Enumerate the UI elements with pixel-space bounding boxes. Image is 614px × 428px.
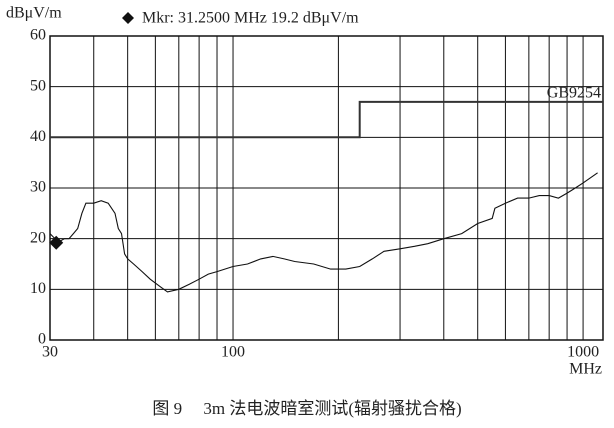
y-tick-label: 60 (30, 27, 46, 44)
marker-legend-icon (122, 12, 134, 24)
limit-label: GB9254 (547, 85, 601, 102)
marker-point (49, 235, 64, 250)
marker-readout: Mkr: 31.2500 MHz 19.2 dBμV/m (142, 10, 359, 27)
limit-line (50, 100, 603, 139)
y-tick-label: 40 (30, 128, 46, 145)
plot-frame (49, 35, 604, 341)
y-tick-label: 50 (30, 77, 46, 94)
trace-line (49, 172, 598, 293)
y-tick-label: 30 (30, 179, 46, 196)
x-tick-label: 100 (221, 344, 245, 361)
y-tick-label: 10 (30, 280, 46, 297)
y-tick-label: 20 (30, 229, 46, 246)
caption: 图 9 3m 法电波暗室测试(辐射骚扰合格) (152, 399, 461, 418)
x-tick-label: 1000 (567, 344, 599, 361)
x-tick-label: 30 (42, 344, 58, 361)
y-axis-label: dBμV/m (6, 5, 62, 22)
y-tick-label: 0 (38, 331, 46, 348)
x-axis-label: MHz (569, 361, 602, 378)
